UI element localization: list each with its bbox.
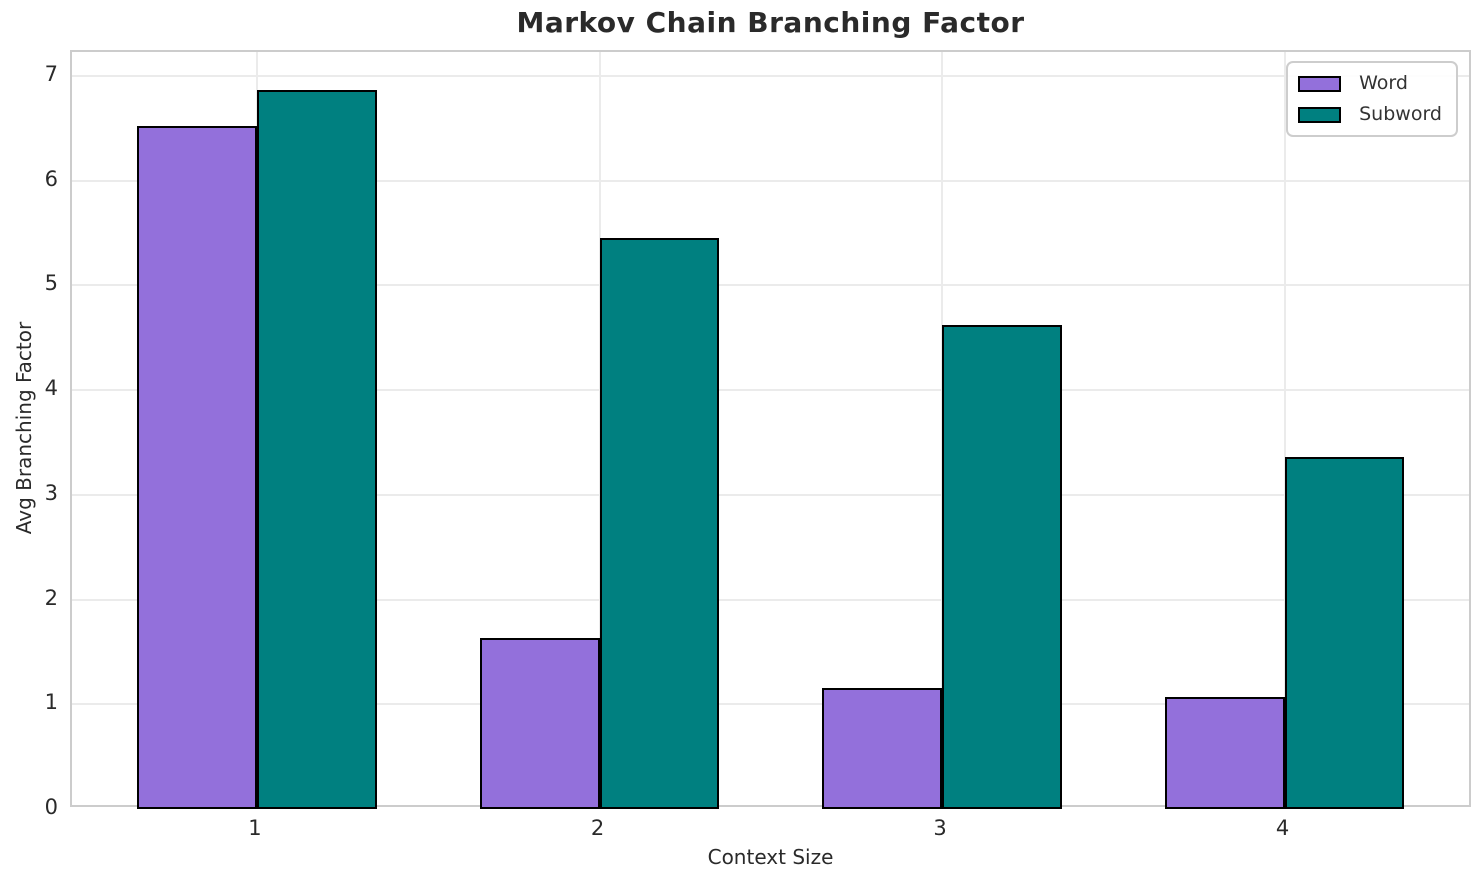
bar-subword-context-1 — [256, 89, 377, 809]
bar-word-context-2 — [479, 638, 600, 809]
gridline-y-6 — [72, 179, 1469, 182]
legend-item-word: Word — [1298, 72, 1442, 95]
x-tick-label-2: 2 — [590, 816, 605, 840]
y-tick-label-1: 1 — [44, 690, 58, 715]
bar-word-context-4 — [1164, 696, 1285, 809]
gridline-y-5 — [72, 284, 1469, 287]
y-tick-label-7: 7 — [44, 62, 58, 87]
chart-title: Markov Chain Branching Factor — [516, 6, 1025, 39]
legend-label-subword: Subword — [1359, 103, 1442, 125]
x-tick-label-3: 3 — [933, 816, 947, 840]
gridline-y-7 — [72, 75, 1469, 78]
x-axis-label: Context Size — [707, 845, 834, 869]
y-tick-label-4: 4 — [44, 376, 58, 401]
legend-label-word: Word — [1359, 72, 1408, 94]
gridline-y-3 — [72, 493, 1469, 496]
bar-word-context-1 — [137, 126, 257, 809]
legend-item-subword: Subword — [1298, 103, 1442, 126]
gridline-y-1 — [72, 703, 1469, 706]
bar-word-context-3 — [822, 687, 943, 809]
x-tick-label-1: 1 — [248, 816, 262, 840]
legend-swatch-word — [1298, 75, 1342, 92]
y-tick-label-6: 6 — [44, 166, 58, 191]
y-tick-label-5: 5 — [44, 271, 58, 296]
bar-subword-context-2 — [599, 238, 720, 809]
x-tick-label-4: 4 — [1275, 816, 1290, 840]
gridline-x-4 — [1283, 52, 1286, 805]
bar-subword-context-4 — [1284, 457, 1405, 809]
legend: Word Subword — [1286, 61, 1458, 137]
bar-subword-context-3 — [942, 325, 1062, 809]
plot-area: Word Subword — [70, 50, 1471, 809]
y-tick-label-2: 2 — [44, 585, 58, 610]
gridline-y-4 — [72, 389, 1469, 392]
gridline-y-2 — [72, 598, 1469, 601]
y-tick-label-3: 3 — [44, 480, 58, 505]
legend-swatch-subword — [1298, 106, 1342, 123]
y-tick-label-0: 0 — [44, 795, 58, 819]
